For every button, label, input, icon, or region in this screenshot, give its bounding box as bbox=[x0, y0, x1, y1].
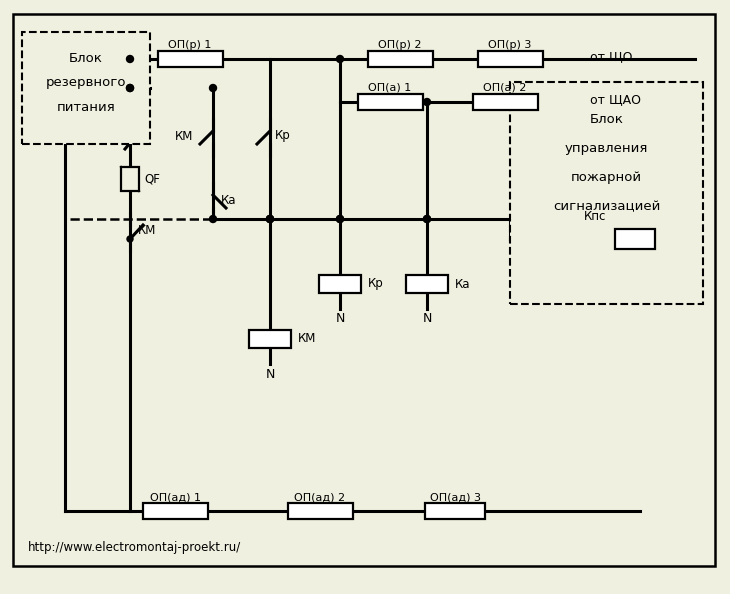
Text: Кпс: Кпс bbox=[584, 210, 606, 223]
Bar bbox=[406, 275, 448, 293]
Text: КМ: КМ bbox=[175, 131, 193, 144]
Text: ОП(р) 1: ОП(р) 1 bbox=[169, 40, 212, 50]
Text: ОП(а) 2: ОП(а) 2 bbox=[483, 83, 526, 93]
Circle shape bbox=[127, 236, 133, 242]
Circle shape bbox=[210, 84, 217, 91]
Bar bbox=[367, 51, 432, 67]
Circle shape bbox=[266, 216, 274, 223]
Circle shape bbox=[423, 216, 431, 223]
Text: ОП(а) 1: ОП(а) 1 bbox=[369, 83, 412, 93]
Text: Кр: Кр bbox=[368, 277, 384, 290]
Circle shape bbox=[210, 216, 217, 223]
Circle shape bbox=[126, 84, 134, 91]
Text: КМ: КМ bbox=[298, 333, 316, 346]
Text: Ка: Ка bbox=[221, 194, 237, 207]
Bar bbox=[510, 82, 703, 304]
Text: QF: QF bbox=[144, 172, 160, 185]
Circle shape bbox=[423, 216, 431, 223]
Text: от ЩАО: от ЩАО bbox=[590, 93, 641, 106]
Text: N: N bbox=[335, 312, 345, 326]
Circle shape bbox=[337, 216, 344, 223]
Bar bbox=[249, 330, 291, 348]
Text: ОП(р) 3: ОП(р) 3 bbox=[488, 40, 531, 50]
Circle shape bbox=[337, 55, 344, 62]
Text: ОП(ад) 3: ОП(ад) 3 bbox=[429, 492, 480, 502]
Circle shape bbox=[337, 216, 344, 223]
Circle shape bbox=[126, 55, 134, 62]
Bar bbox=[142, 503, 207, 519]
Text: ОП(р) 2: ОП(р) 2 bbox=[378, 40, 422, 50]
Bar bbox=[477, 51, 542, 67]
Text: пожарной: пожарной bbox=[571, 171, 642, 184]
Text: ОП(ад) 1: ОП(ад) 1 bbox=[150, 492, 201, 502]
Circle shape bbox=[423, 99, 431, 106]
Text: N: N bbox=[265, 368, 274, 381]
Text: управления: управления bbox=[565, 142, 648, 155]
Bar bbox=[358, 94, 423, 110]
Bar bbox=[615, 229, 655, 249]
Bar bbox=[158, 51, 223, 67]
Circle shape bbox=[266, 216, 274, 223]
Text: Блок: Блок bbox=[69, 52, 103, 65]
Text: питания: питания bbox=[57, 100, 115, 113]
Circle shape bbox=[126, 84, 134, 91]
Text: Кр: Кр bbox=[275, 129, 291, 143]
Text: N: N bbox=[423, 312, 431, 326]
Text: КМ: КМ bbox=[138, 225, 156, 238]
Bar bbox=[121, 167, 139, 191]
Text: от ЩО: от ЩО bbox=[590, 50, 632, 64]
Bar bbox=[288, 503, 353, 519]
Bar bbox=[425, 503, 485, 519]
Bar bbox=[319, 275, 361, 293]
Bar bbox=[22, 32, 150, 144]
Text: сигнализацией: сигнализацией bbox=[553, 200, 660, 213]
Circle shape bbox=[266, 216, 274, 223]
Text: ОП(ад) 2: ОП(ад) 2 bbox=[294, 492, 345, 502]
Text: резервного: резервного bbox=[46, 76, 126, 89]
Text: Блок: Блок bbox=[590, 113, 623, 127]
Text: Ка: Ка bbox=[455, 277, 471, 290]
Bar bbox=[472, 94, 537, 110]
Text: http://www.electromontaj-proekt.ru/: http://www.electromontaj-proekt.ru/ bbox=[28, 542, 241, 555]
